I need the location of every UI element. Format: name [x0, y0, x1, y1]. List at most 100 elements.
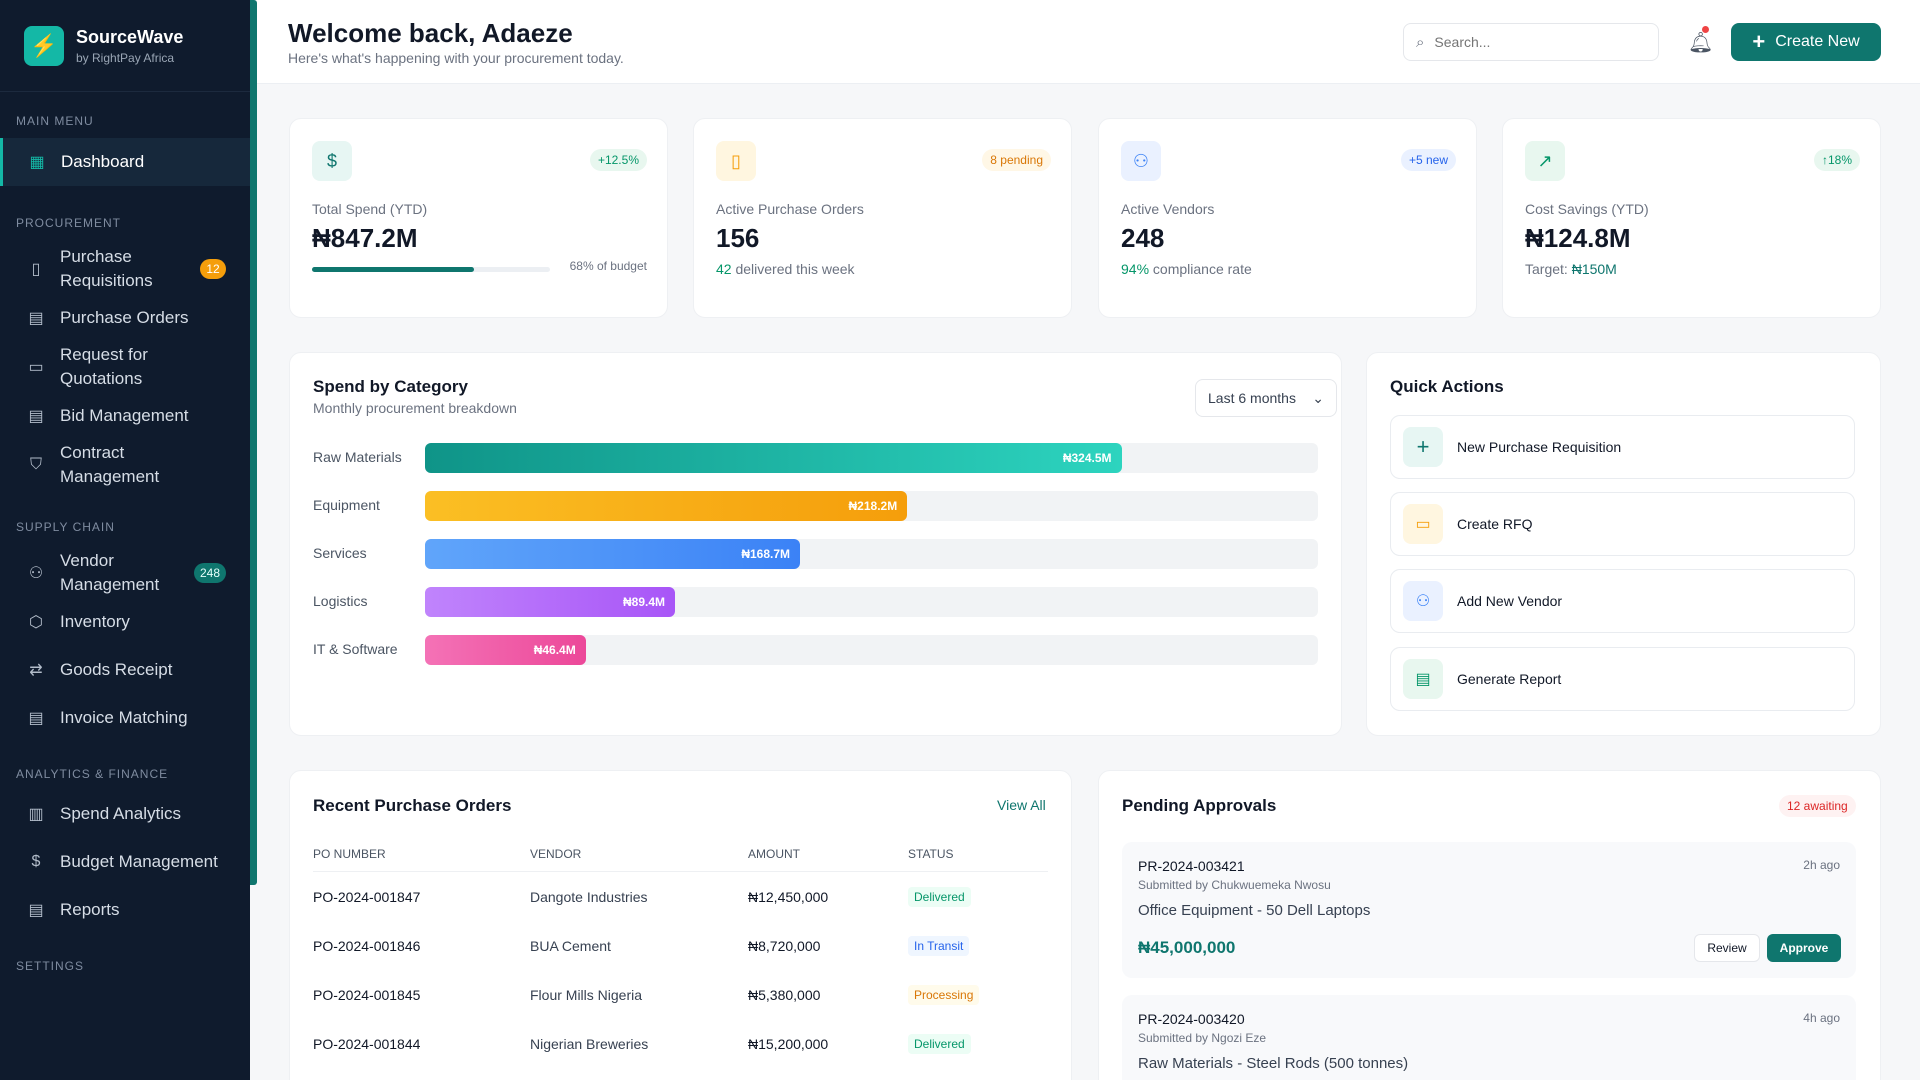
- sidebar-item-goods-receipt[interactable]: ⇄ Goods Receipt: [0, 651, 250, 689]
- sidebar-item-dashboard[interactable]: ▦ Dashboard: [0, 138, 250, 186]
- vendor-name: Dangote Industries: [530, 888, 648, 905]
- approval-amount: ₦45,000,000: [1138, 938, 1236, 957]
- recent-orders-table: PO NUMBER VENDOR AMOUNT STATUS PO-2024-0…: [313, 836, 1048, 1068]
- sidebar-item-budget-management[interactable]: $ Budget Management: [0, 843, 250, 881]
- table-row[interactable]: PO-2024-001847 Dangote Industries ₦12,45…: [313, 872, 1048, 921]
- table-row[interactable]: PO-2024-001846 BUA Cement ₦8,720,000 In …: [313, 921, 1048, 970]
- stat-pill: 8 pending: [982, 149, 1051, 171]
- column-header: AMOUNT: [748, 846, 800, 861]
- sidebar-item-purchase-orders[interactable]: ▤ Purchase Orders: [0, 299, 250, 337]
- status-badge: In Transit: [908, 935, 970, 956]
- approval-id: PR-2024-003420: [1138, 1011, 1245, 1027]
- sidebar-item-spend-analytics[interactable]: ▥ Spend Analytics: [0, 795, 250, 833]
- calendar-icon: ▭: [28, 359, 44, 376]
- bar-fill: ₦324.5M: [425, 443, 1122, 473]
- stat-pill: +5 new: [1400, 149, 1456, 171]
- approve-button[interactable]: Approve: [1767, 934, 1841, 962]
- sidebar-item-contract-management[interactable]: ⛉ Contract Management: [0, 436, 250, 494]
- vendor-name: Nigerian Breweries: [530, 1035, 649, 1052]
- bar-row[interactable]: Raw Materials ₦324.5M: [313, 443, 1318, 473]
- table-row[interactable]: PO-2024-001844 Nigerian Breweries ₦15,20…: [313, 1019, 1048, 1068]
- quick-action-generate-report[interactable]: ▤ Generate Report: [1390, 647, 1855, 711]
- status-badge: Delivered: [908, 886, 971, 907]
- sidebar-item-invoice-matching[interactable]: ▤ Invoice Matching: [0, 699, 250, 737]
- bar-fill: ₦218.2M: [425, 491, 908, 521]
- trend-up-icon: ↗: [1525, 141, 1565, 181]
- bar-row[interactable]: IT & Software ₦46.4M: [313, 635, 1318, 665]
- stat-label: Cost Savings (YTD): [1525, 201, 1649, 217]
- approval-description: Raw Materials - Steel Rods (500 tonnes): [1138, 1055, 1409, 1072]
- notification-dot: [1702, 26, 1709, 33]
- dollar-circle-icon: $: [312, 141, 352, 181]
- users-icon: ⚇: [1121, 141, 1161, 181]
- stat-value: ₦847.2M: [312, 223, 418, 253]
- approval-item[interactable]: PR-2024-003420 Submitted by Ngozi Eze Ra…: [1122, 995, 1856, 1080]
- bell-icon[interactable]: 🔔︎: [1688, 32, 1714, 54]
- budget-progress-bar: [312, 267, 550, 272]
- progress-label: 68% of budget: [569, 259, 647, 273]
- bar-category-label: Services: [313, 545, 367, 561]
- nav-section-settings: SETTINGS: [16, 959, 85, 973]
- bar-row[interactable]: Logistics ₦89.4M: [313, 587, 1318, 617]
- create-new-button[interactable]: + Create New: [1731, 23, 1881, 61]
- search-input[interactable]: [1434, 34, 1645, 50]
- nav-section-main: MAIN MENU: [16, 114, 94, 128]
- quick-action-new-requisition[interactable]: + New Purchase Requisition: [1390, 415, 1855, 479]
- table-row[interactable]: PO-2024-001845 Flour Mills Nigeria ₦5,38…: [313, 970, 1048, 1019]
- user-plus-icon: ⚇: [1403, 581, 1443, 621]
- stat-value: 248: [1121, 223, 1165, 253]
- sidebar-item-bid-management[interactable]: ▤ Bid Management: [0, 397, 250, 435]
- approval-description: Office Equipment - 50 Dell Laptops: [1138, 902, 1371, 919]
- bar-track: ₦46.4M: [425, 635, 1318, 665]
- stat-foot-rest: Target:: [1525, 261, 1572, 277]
- box-icon: ⬡: [29, 614, 43, 631]
- plus-icon: +: [1752, 29, 1766, 54]
- sidebar-item-reports[interactable]: ▤ Reports: [0, 891, 250, 929]
- stat-card-total-spend[interactable]: $ +12.5% Total Spend (YTD) ₦847.2M 68% o…: [289, 118, 668, 318]
- stat-card-cost-savings[interactable]: ↗ ↑18% Cost Savings (YTD) ₦124.8M Target…: [1502, 118, 1881, 318]
- brand-name: SourceWave: [76, 26, 184, 47]
- search-icon: ⌕: [1416, 33, 1425, 51]
- approval-item[interactable]: PR-2024-003421 Submitted by Chukwuemeka …: [1122, 842, 1856, 978]
- sidebar-scrollbar[interactable]: [250, 0, 257, 885]
- sidebar-item-purchase-requisitions[interactable]: ▯ Purchase Requisitions 12: [0, 240, 250, 298]
- brand-sub: by RightPay Africa: [76, 50, 175, 65]
- bar-row[interactable]: Services ₦168.7M: [313, 539, 1318, 569]
- bar-value-label: ₦218.2M: [848, 499, 898, 513]
- vendors-badge: 248: [193, 563, 226, 583]
- sidebar-item-vendor-management[interactable]: ⚇ Vendor Management 248: [0, 544, 250, 602]
- brand[interactable]: ⚡ SourceWave by RightPay Africa: [0, 0, 250, 92]
- quick-action-add-vendor[interactable]: ⚇ Add New Vendor: [1390, 569, 1855, 633]
- nav-section-analytics: ANALYTICS & FINANCE: [16, 767, 169, 781]
- stat-pill: ↑18%: [1813, 149, 1860, 171]
- stat-foot-rest: delivered this week: [731, 261, 855, 277]
- stat-card-active-vendors[interactable]: ⚇ +5 new Active Vendors 248 94% complian…: [1098, 118, 1477, 318]
- sidebar-item-inventory[interactable]: ⬡ Inventory: [0, 603, 250, 641]
- bar-fill: ₦168.7M: [425, 539, 801, 569]
- range-select[interactable]: Last 6 months ⌄: [1195, 379, 1337, 417]
- column-header: PO NUMBER: [313, 846, 386, 861]
- view-all-link[interactable]: View All: [997, 797, 1046, 813]
- bar-category-label: Equipment: [313, 497, 380, 513]
- approval-time: 4h ago: [1803, 1011, 1840, 1025]
- stat-card-active-pos[interactable]: ▯ 8 pending Active Purchase Orders 156 4…: [693, 118, 1072, 318]
- quick-action-create-rfq[interactable]: ▭ Create RFQ: [1390, 492, 1855, 556]
- po-number: PO-2024-001846: [313, 937, 421, 954]
- dollar-icon: $: [31, 853, 41, 870]
- stat-foot-strong: 42: [716, 261, 732, 277]
- budget-progress-fill: [312, 267, 474, 272]
- bar-category-label: Raw Materials: [313, 449, 402, 465]
- sidebar-item-rfq[interactable]: ▭ Request for Quotations: [0, 338, 250, 396]
- quick-action-label: Generate Report: [1457, 671, 1562, 687]
- po-amount: ₦15,200,000: [748, 1035, 829, 1052]
- status-badge: Delivered: [908, 1033, 971, 1054]
- bar-category-label: IT & Software: [313, 641, 398, 657]
- bar-row[interactable]: Equipment ₦218.2M: [313, 491, 1318, 521]
- stat-pill: +12.5%: [589, 149, 647, 171]
- top-header: Welcome back, Adaeze Here's what's happe…: [257, 0, 1920, 84]
- po-number: PO-2024-001845: [313, 986, 421, 1003]
- review-button[interactable]: Review: [1694, 934, 1760, 962]
- awaiting-badge: 12 awaiting: [1779, 795, 1856, 817]
- stat-foot: 42 delivered this week: [716, 261, 855, 277]
- search-box[interactable]: ⌕: [1403, 23, 1659, 61]
